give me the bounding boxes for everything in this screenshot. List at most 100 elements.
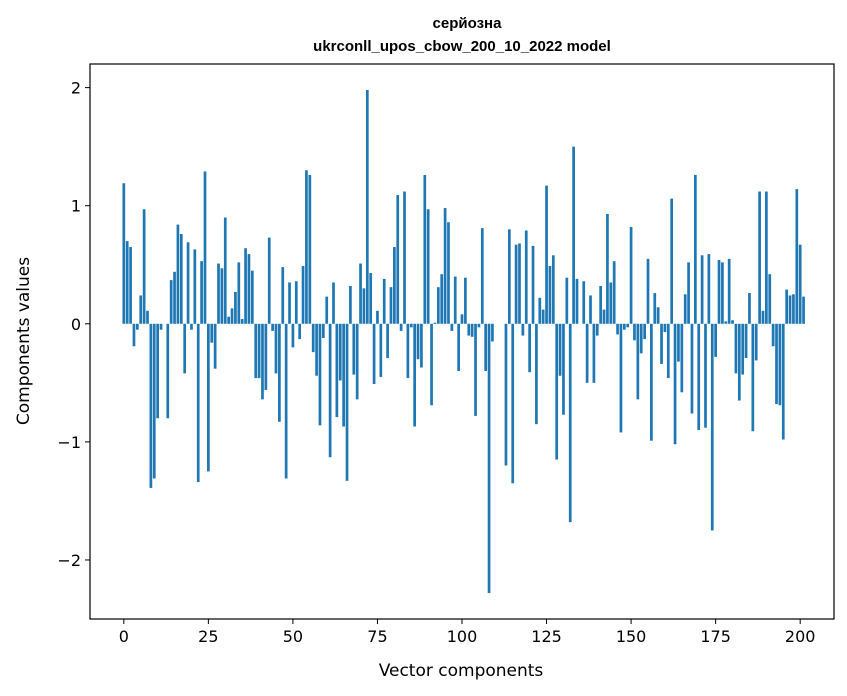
bar <box>626 323 630 328</box>
bar <box>386 323 389 359</box>
bar <box>775 323 778 405</box>
bar <box>680 323 684 393</box>
x-tick-label: 25 <box>198 627 218 646</box>
bar <box>453 276 457 324</box>
bar <box>727 258 731 324</box>
bar <box>217 263 220 324</box>
bar <box>223 217 227 324</box>
bar <box>704 323 707 428</box>
y-axis-label: Components values <box>14 257 34 425</box>
bar <box>622 323 626 330</box>
bar <box>754 323 758 361</box>
bar <box>795 189 799 324</box>
bar <box>227 316 231 324</box>
x-tick-label: 175 <box>700 627 731 646</box>
bar <box>663 323 667 333</box>
bar <box>190 323 193 330</box>
bar <box>504 323 508 466</box>
bar <box>122 183 126 324</box>
bar <box>666 323 670 379</box>
bar <box>751 323 755 432</box>
x-tick-label: 100 <box>447 627 478 646</box>
bar <box>555 323 559 460</box>
bar <box>352 323 356 375</box>
bar <box>369 273 373 324</box>
bar <box>575 278 579 324</box>
bar <box>612 261 616 324</box>
bar <box>768 274 772 324</box>
bar <box>633 323 636 341</box>
bar <box>173 271 176 324</box>
x-tick-label: 75 <box>367 627 387 646</box>
bar <box>568 323 572 523</box>
bar <box>338 323 342 381</box>
bar <box>687 262 690 324</box>
bar <box>308 175 312 324</box>
bar <box>545 185 548 324</box>
bar <box>365 89 369 324</box>
bar <box>393 247 396 324</box>
bar <box>230 308 234 324</box>
bar <box>464 277 467 324</box>
bar <box>629 226 633 324</box>
bar <box>619 323 623 433</box>
bar <box>531 245 535 324</box>
bar <box>673 323 677 445</box>
bar <box>585 323 589 383</box>
bar <box>690 323 694 414</box>
bar <box>278 323 281 422</box>
bar <box>693 175 697 324</box>
bar <box>470 323 474 337</box>
bar <box>146 310 149 324</box>
bar <box>548 265 552 324</box>
bar <box>491 323 494 342</box>
bar <box>213 323 217 369</box>
bar <box>785 289 789 324</box>
bars-group <box>122 89 805 594</box>
bar <box>707 254 711 324</box>
bar <box>731 320 734 324</box>
bar <box>551 255 555 324</box>
bar <box>558 323 562 376</box>
bar <box>274 323 278 374</box>
bar <box>765 191 768 324</box>
bar <box>683 294 687 324</box>
bar <box>802 296 805 324</box>
bar <box>156 323 159 419</box>
bar <box>396 195 400 324</box>
bar <box>616 323 619 335</box>
bar <box>514 244 518 324</box>
bar <box>436 287 440 324</box>
bar <box>582 281 586 324</box>
bar <box>758 191 761 324</box>
bar <box>592 323 596 383</box>
bar <box>207 323 210 472</box>
bar <box>518 243 521 324</box>
bar <box>433 322 437 324</box>
bar <box>264 323 268 390</box>
bar <box>196 323 200 483</box>
bar <box>237 262 241 324</box>
bar <box>700 255 704 324</box>
bar <box>677 323 680 362</box>
bar <box>595 323 599 336</box>
bar <box>778 323 782 406</box>
bar <box>710 323 714 531</box>
bar <box>643 323 646 340</box>
bar <box>159 323 163 330</box>
bar <box>771 323 775 347</box>
bar <box>761 310 765 324</box>
bar <box>288 282 291 324</box>
bar <box>200 261 203 324</box>
bar <box>457 323 460 372</box>
bar <box>257 323 261 379</box>
bar <box>203 171 207 324</box>
bar <box>450 323 454 331</box>
chart-title: серйозна <box>433 15 503 32</box>
bar <box>125 241 129 324</box>
bar <box>210 323 214 343</box>
x-tick-label: 150 <box>616 627 647 646</box>
bar <box>484 323 488 372</box>
y-tick-label: −1 <box>57 433 81 452</box>
